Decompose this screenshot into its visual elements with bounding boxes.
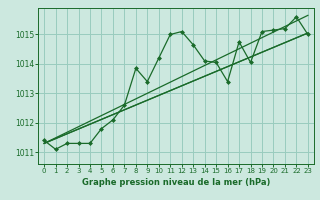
X-axis label: Graphe pression niveau de la mer (hPa): Graphe pression niveau de la mer (hPa) [82, 178, 270, 187]
